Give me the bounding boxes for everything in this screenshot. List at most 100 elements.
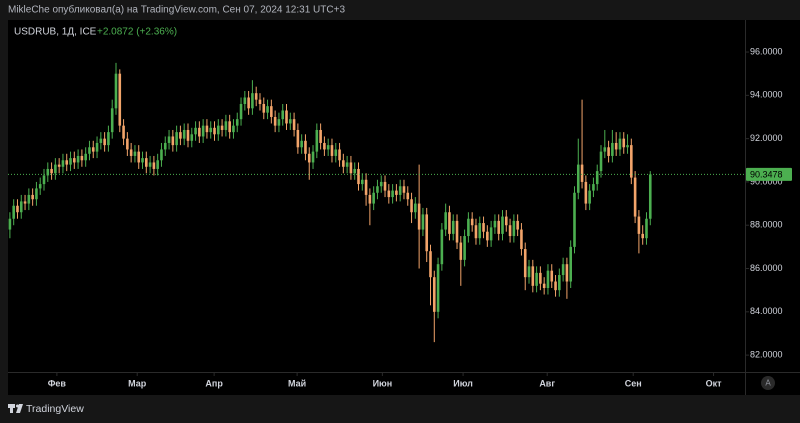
candle-body xyxy=(281,110,285,120)
y-tick-label: 92.0000 xyxy=(750,133,783,143)
candle-body xyxy=(273,116,277,126)
candle-body xyxy=(535,272,538,286)
candle-body xyxy=(91,147,95,152)
candle-body xyxy=(69,158,72,165)
candle-body xyxy=(156,160,159,169)
candle-body xyxy=(304,140,307,154)
candle-body xyxy=(398,186,402,195)
candle-body xyxy=(27,194,31,204)
candle-body xyxy=(417,203,421,230)
candle-body xyxy=(391,190,394,198)
x-tick-label: Июн xyxy=(373,378,393,388)
candle-body xyxy=(95,142,99,152)
candle-body xyxy=(554,281,557,291)
candle-body xyxy=(190,134,194,141)
candle-body xyxy=(152,162,156,169)
candle-body xyxy=(414,203,417,213)
candle-body xyxy=(637,216,641,234)
candle-body xyxy=(205,125,209,133)
y-tick-label: 94.0000 xyxy=(750,90,783,100)
candle-body xyxy=(345,162,349,167)
candle-body xyxy=(459,242,463,260)
candle-body xyxy=(326,145,330,150)
candle-body xyxy=(349,162,353,174)
candle-body xyxy=(406,192,410,200)
x-tick-label: Авг xyxy=(539,378,555,388)
candle-body xyxy=(23,201,27,204)
candle-body xyxy=(565,264,569,282)
candle-body xyxy=(122,125,125,139)
candle-body xyxy=(175,132,178,146)
candle-body xyxy=(379,181,383,187)
candle-body xyxy=(288,119,292,124)
y-tick-label: 96.0000 xyxy=(750,46,783,56)
candle-body xyxy=(603,147,607,152)
candle-body xyxy=(194,127,197,135)
candle-body xyxy=(421,214,425,230)
candle-body xyxy=(330,145,334,156)
candle-body xyxy=(232,125,235,133)
candle-body xyxy=(558,275,561,291)
candle-body xyxy=(580,164,584,182)
candle-body xyxy=(133,151,137,156)
candle-body xyxy=(618,138,622,150)
candle-body xyxy=(512,220,516,237)
y-tick-label: 90.0000 xyxy=(750,176,783,186)
brand: TradingView xyxy=(26,403,84,415)
candle-body xyxy=(425,214,429,252)
candle-body xyxy=(182,129,186,139)
candle-body xyxy=(588,190,591,204)
chart-panel xyxy=(8,20,800,395)
y-tick-label: 86.0000 xyxy=(750,263,783,273)
candle-body xyxy=(114,73,118,109)
candle-body xyxy=(489,227,493,241)
candle-body xyxy=(160,149,163,161)
candle-body xyxy=(186,129,190,141)
candle-body xyxy=(444,212,447,230)
candle-body xyxy=(448,212,451,234)
candle-body xyxy=(520,229,523,250)
candle-body xyxy=(16,205,19,213)
x-tick-label: Мар xyxy=(128,378,147,388)
candle-body xyxy=(129,149,133,156)
candle-body xyxy=(504,216,508,226)
candle-body xyxy=(607,147,610,156)
candle-body xyxy=(334,149,338,156)
candle-body xyxy=(254,93,258,100)
candle-body xyxy=(395,190,398,195)
candle-body xyxy=(368,194,372,204)
x-tick-label: Июл xyxy=(453,378,473,388)
candle-body xyxy=(228,121,231,133)
candle-body xyxy=(648,174,652,219)
candle-body xyxy=(300,140,303,148)
candle-body xyxy=(626,145,629,148)
candle-body xyxy=(38,184,42,189)
symbol: USDRUB, 1Д, ICE xyxy=(14,27,97,38)
candle-body xyxy=(576,164,580,193)
candle-body xyxy=(213,127,216,135)
candle-body xyxy=(167,136,171,143)
auto-scale-label[interactable]: A xyxy=(765,379,771,388)
auto-scale-button[interactable] xyxy=(761,376,775,390)
candle-body xyxy=(76,155,80,163)
candle-body xyxy=(220,125,224,130)
candle-body xyxy=(311,151,315,163)
candle-body xyxy=(550,270,554,282)
candle-body xyxy=(12,205,15,219)
y-tick-label: 84.0000 xyxy=(750,306,783,316)
y-tick-label: 88.0000 xyxy=(750,220,783,230)
candle-body xyxy=(277,119,281,126)
candle-body xyxy=(243,97,247,104)
candle-body xyxy=(148,162,152,167)
candle-body xyxy=(171,136,175,146)
candle-body xyxy=(57,164,61,167)
candle-body xyxy=(107,132,110,146)
candle-body xyxy=(497,220,501,234)
candle-body xyxy=(103,138,106,146)
candle-body xyxy=(467,218,470,237)
candle-body xyxy=(319,129,322,143)
candle-body xyxy=(633,177,637,217)
candle-body xyxy=(209,127,213,133)
candle-body xyxy=(542,283,546,289)
